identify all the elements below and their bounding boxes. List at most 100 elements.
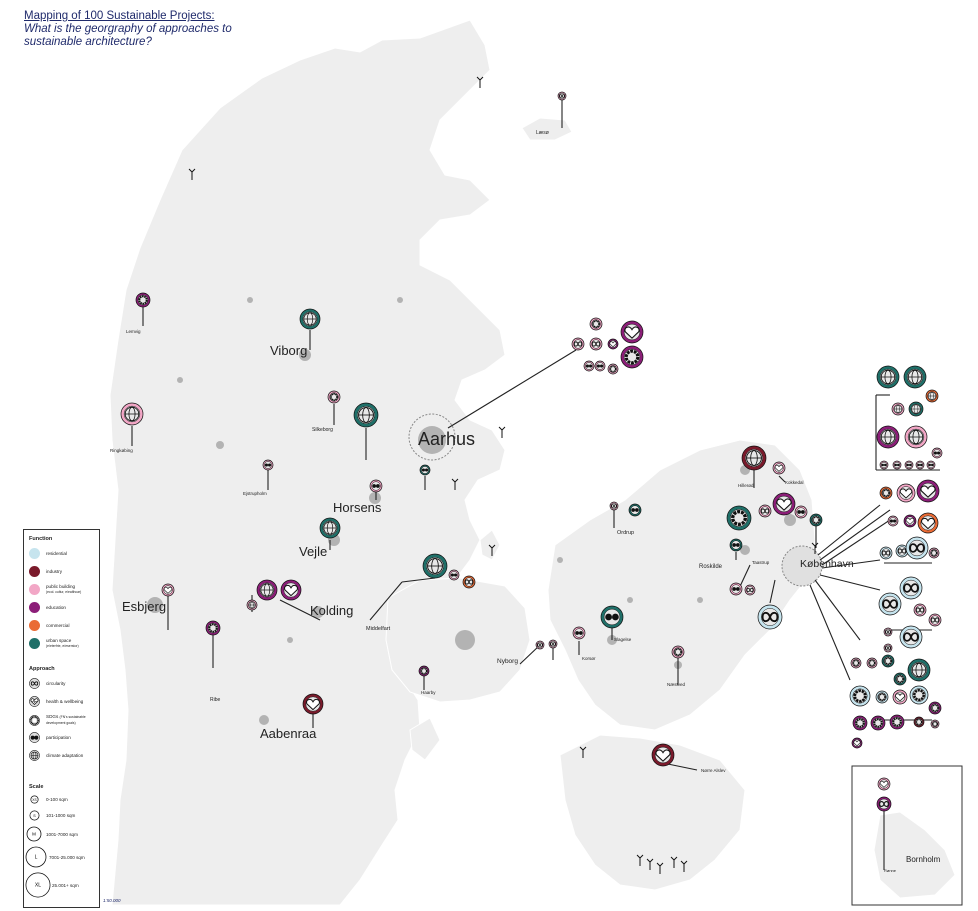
svg-text:XS: XS (32, 798, 37, 802)
project-marker (892, 460, 902, 470)
legend-function-header: Function (29, 536, 53, 542)
legend-industry: industry (29, 566, 62, 577)
svg-text:L: L (35, 855, 38, 861)
project-marker (369, 479, 383, 493)
map-title: Mapping of 100 Sustainable Projects: Wha… (24, 10, 232, 49)
bornholm-island (873, 811, 956, 899)
town-roskilde: Roskilde (699, 564, 723, 570)
project-marker (607, 363, 619, 375)
infinity-icon (885, 630, 891, 634)
city-vejle: Vejle (299, 544, 327, 559)
city-esbjerg: Esbjerg (122, 599, 166, 614)
globe-icon (880, 429, 896, 445)
project-marker (849, 685, 871, 707)
city-aabenraa: Aabenraa (260, 726, 317, 741)
project-marker (866, 657, 878, 669)
project-marker (422, 553, 448, 579)
project-marker (917, 512, 939, 534)
town-ribe: Ribe (210, 697, 221, 703)
participation-icon (421, 468, 429, 472)
globe-icon (303, 312, 317, 326)
heart-pulse-icon (655, 749, 671, 762)
project-marker (589, 317, 603, 331)
globe-icon (907, 369, 923, 385)
sdg-wheel-icon (853, 689, 867, 703)
project-marker (161, 583, 175, 597)
project-marker (908, 401, 924, 417)
sdg-wheel-icon (624, 349, 640, 365)
infinity-icon (909, 543, 925, 553)
sdg-wheel-icon (811, 515, 821, 525)
legend-commercial: commercial (29, 620, 69, 631)
legend-scale-m: M 1001-7000 sqm (26, 826, 78, 842)
project-marker (726, 505, 752, 531)
infinity-icon (930, 617, 940, 623)
town-hillerod: Hillerød (738, 483, 754, 488)
heart-pulse-icon (853, 740, 861, 747)
project-marker (913, 716, 925, 728)
sdg-wheel-icon (730, 509, 748, 527)
legend-approach-header: Approach (29, 666, 55, 672)
project-marker (462, 575, 476, 589)
participation-icon (596, 364, 604, 368)
project-marker (620, 345, 644, 369)
town-nyborg: Nyborg (497, 658, 518, 665)
legend-participation: participation (29, 732, 71, 743)
globe-icon (746, 450, 762, 466)
heart-pulse-icon (899, 488, 913, 499)
project-marker (772, 492, 796, 516)
project-marker (419, 464, 431, 476)
project-marker (879, 546, 893, 560)
town-middelfart: Middelfart (366, 626, 391, 632)
legend-scale-header: Scale (29, 784, 44, 790)
project-marker (135, 292, 151, 308)
globe-icon (260, 583, 274, 597)
project-marker (607, 338, 619, 350)
heart-pulse-icon (921, 517, 935, 530)
infinity-icon (573, 341, 583, 347)
infinity-icon (903, 632, 919, 642)
legend-climate: climate adaptation (29, 750, 83, 761)
project-marker (557, 91, 567, 101)
project-marker (628, 503, 642, 517)
project-marker (931, 447, 943, 459)
town-korsor: Korsør (582, 656, 596, 661)
sdg-wheel-icon (915, 718, 923, 726)
sdg-wheel-icon (852, 659, 860, 667)
project-marker (589, 337, 603, 351)
town-ringkobing: Ringkøbing (110, 448, 133, 453)
infinity-icon (761, 611, 779, 623)
urban-areas (147, 297, 796, 725)
project-marker (651, 743, 675, 767)
aarhus-area (408, 413, 456, 461)
sdg-wheel-icon (930, 549, 938, 557)
city-horsens: Horsens (333, 500, 382, 515)
town-bornholm: Bornholm (906, 855, 941, 864)
globe-icon (911, 662, 927, 678)
project-marker (205, 620, 221, 636)
project-marker (879, 460, 889, 470)
samso-island (479, 529, 501, 561)
town-naestved: Næstved (667, 682, 686, 687)
project-marker (744, 584, 756, 596)
heart-pulse-icon (895, 693, 905, 702)
project-marker (891, 402, 905, 416)
project-marker (120, 402, 144, 426)
participation-icon (797, 510, 805, 514)
participation-icon (732, 543, 740, 547)
project-marker (877, 777, 891, 791)
infinity-icon (611, 504, 617, 508)
infinity-icon (550, 642, 556, 646)
legend-circularity: circularity (29, 678, 65, 689)
project-marker (583, 360, 595, 372)
sdg-wheel-icon (609, 365, 617, 373)
project-marker (870, 715, 886, 731)
heart-pulse-icon (29, 696, 40, 707)
city-viborg: Viborg (270, 343, 307, 358)
project-marker (899, 625, 923, 649)
globe-icon (248, 601, 256, 609)
project-marker (757, 604, 783, 630)
sdg-wheel-icon (877, 692, 887, 702)
jutland (109, 19, 506, 906)
project-marker (905, 536, 929, 560)
